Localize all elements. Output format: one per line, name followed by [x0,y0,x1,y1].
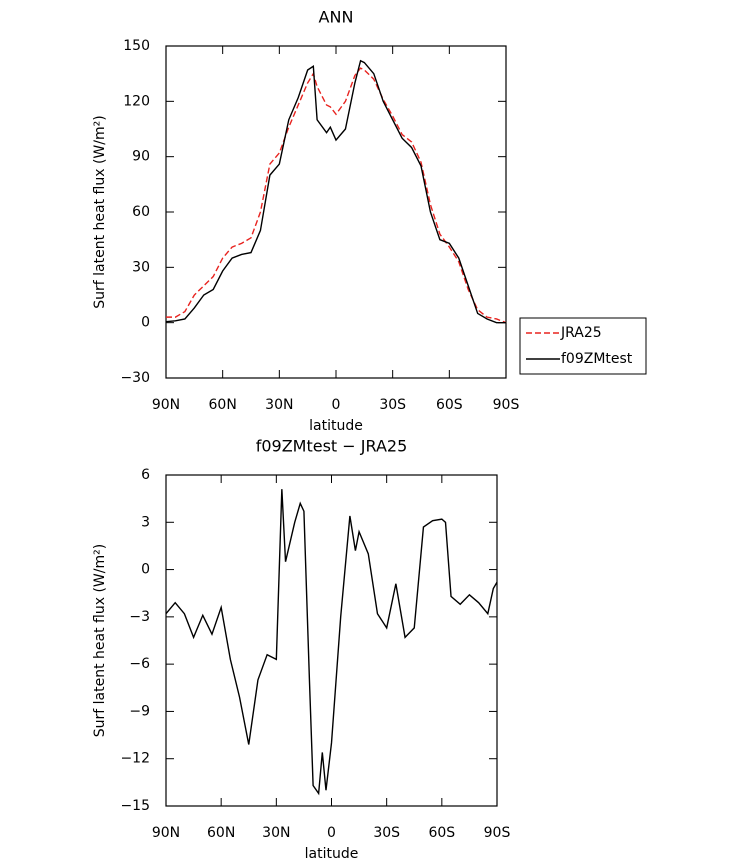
y-tick-label: 60 [132,204,150,220]
y-tick-label: −30 [120,370,150,386]
plot-frame [165,45,507,379]
y-tick-label: 30 [132,259,150,275]
y-tick-label: −15 [120,798,150,814]
y-tick-label: −6 [129,656,150,672]
x-tick-label: 60N [209,397,237,413]
y-tick-label: −3 [129,609,150,625]
x-tick-label: 90S [484,825,511,841]
x-tick-label: 90N [152,397,180,413]
y-axis-label: Surf latent heat flux (W/m²) [92,115,108,308]
y-axis-label: Surf latent heat flux (W/m²) [92,544,108,737]
y-tick-label: 6 [141,467,150,483]
legend-label: JRA25 [560,325,602,341]
x-tick-label: 0 [332,397,341,413]
x-tick-label: 0 [327,825,336,841]
x-tick-label: 90N [152,825,180,841]
y-tick-label: 120 [123,93,150,109]
y-tick-label: 3 [141,514,150,530]
data-line [165,489,498,796]
y-tick-label: −9 [129,703,150,719]
plot-frame [165,474,498,807]
chart-title: f09ZMtest − JRA25 [256,437,408,456]
x-tick-label: 30S [373,825,400,841]
legend-label: f09ZMtest [561,351,633,367]
y-tick-label: −12 [120,751,150,767]
x-tick-label: 60S [436,397,463,413]
x-axis-label: latitude [305,846,359,862]
x-tick-label: 30S [379,397,406,413]
chart-title: ANN [319,8,354,27]
y-tick-label: 90 [132,149,150,165]
y-tick-label: 0 [141,315,150,331]
x-tick-label: 30N [265,397,293,413]
x-tick-label: 60S [428,825,455,841]
x-tick-label: 60N [207,825,235,841]
legend-box [519,317,647,375]
x-axis-label: latitude [309,418,363,434]
data-line [165,59,506,324]
y-tick-label: 150 [123,38,150,54]
data-line [166,67,507,324]
x-tick-label: 90S [493,397,520,413]
y-tick-label: 0 [141,562,150,578]
x-tick-label: 30N [262,825,290,841]
